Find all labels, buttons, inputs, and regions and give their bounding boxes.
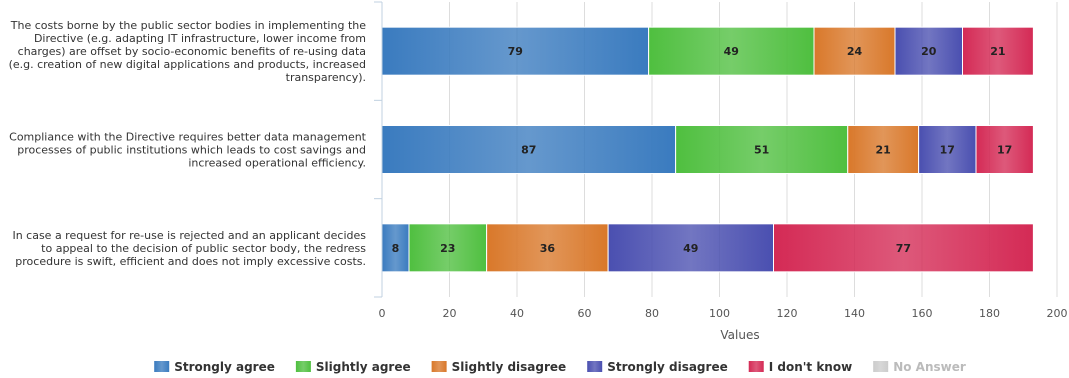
category-label-line: transparency). (286, 71, 366, 84)
bar-value-label: 8 (392, 242, 400, 255)
x-tick-label: 160 (912, 307, 933, 320)
x-tick-label: 120 (777, 307, 798, 320)
x-tick-label: 180 (979, 307, 1000, 320)
bar-segment (918, 125, 977, 174)
x-tick-label: 20 (443, 307, 457, 320)
category-label-line: processes of public institutions which l… (17, 144, 366, 157)
category-label-line: (e.g. creation of new digital applicatio… (9, 58, 366, 71)
bar-segments: 79 49 24 20 21 87 51 21 17 17 8 23 36 49 77 (381, 26, 1034, 273)
category-label: The costs borne by the public sector bod… (9, 19, 367, 84)
legend-swatch (587, 361, 603, 372)
bar-value-label: 51 (754, 144, 769, 157)
x-tick-label: 40 (510, 307, 524, 320)
bar-segment (847, 125, 920, 174)
category-label: Compliance with the Directive requires b… (9, 131, 367, 170)
bar-value-label: 87 (521, 144, 536, 157)
legend-label: Slightly disagree (452, 360, 567, 374)
bar-segment (486, 223, 609, 273)
x-axis: 0 20 40 60 80 100 120 140 160 180 200 (374, 1, 1068, 320)
x-tick-label: 100 (709, 307, 730, 320)
legend-swatch (748, 361, 764, 372)
bar-value-label: 36 (540, 242, 556, 255)
bar-segment (607, 223, 774, 273)
bar-segment (975, 125, 1034, 174)
legend-swatch (154, 361, 170, 372)
bar-value-label: 77 (896, 242, 911, 255)
legend-label: Slightly agree (316, 360, 411, 374)
bar-segment (962, 26, 1034, 76)
bar-value-label: 49 (683, 242, 698, 255)
category-label-line: procedure is swift, efficient and does n… (15, 255, 366, 268)
category-label-line: charges) are offset by socio-economic be… (18, 45, 366, 58)
category-label-line: increased operational efficiency. (188, 157, 366, 170)
bar-value-label: 79 (508, 45, 523, 58)
x-tick-label: 200 (1047, 307, 1068, 320)
bar-value-label: 49 (724, 45, 739, 58)
bar-segment (773, 223, 1034, 273)
bar-value-label: 20 (921, 45, 937, 58)
legend-swatch (873, 361, 889, 372)
category-label-line: Directive (e.g. adapting IT infrastructu… (34, 32, 366, 45)
bar-segment (894, 26, 963, 76)
bar-segment (381, 223, 410, 273)
x-tick-label: 80 (645, 307, 659, 320)
legend-swatch (295, 361, 311, 372)
bar-value-label: 23 (440, 242, 455, 255)
x-tick-label: 60 (578, 307, 592, 320)
legend-label: Strongly agree (174, 360, 275, 374)
bar-segment (675, 125, 849, 174)
category-label-line: to appeal to the decision of public sect… (41, 242, 366, 255)
legend-label: I don't know (769, 360, 852, 374)
category-label: In case a request for re-use is rejected… (12, 229, 366, 268)
category-label-line: The costs borne by the public sector bod… (10, 19, 366, 32)
bar-segment (381, 125, 677, 174)
category-labels: The costs borne by the public sector bod… (9, 19, 367, 268)
legend-label: No Answer (893, 360, 966, 374)
bar-segment (648, 26, 815, 76)
x-tick-label: 140 (844, 307, 865, 320)
bar-segment (408, 223, 488, 273)
bar-segment (813, 26, 896, 76)
category-label-line: In case a request for re-use is rejected… (12, 229, 366, 242)
bar-value-label: 21 (990, 45, 1005, 58)
legend-swatch (431, 361, 447, 372)
bar-value-label: 24 (847, 45, 863, 58)
bar-value-label: 17 (940, 144, 955, 157)
legend: Strongly agree Slightly agree Slightly dis… (154, 360, 966, 374)
x-axis-title: Values (720, 328, 759, 342)
category-label-line: Compliance with the Directive requires b… (9, 131, 367, 144)
legend-label: Strongly disagree (607, 360, 728, 374)
bar-value-label: 21 (876, 144, 891, 157)
x-tick-label: 0 (379, 307, 386, 320)
bar-value-label: 17 (997, 144, 1012, 157)
